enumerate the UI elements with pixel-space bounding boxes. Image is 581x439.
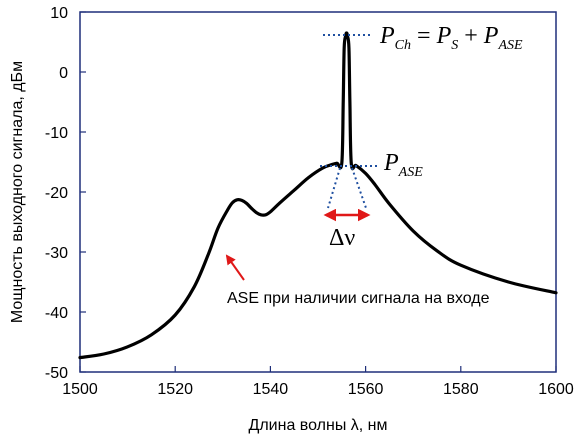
y-tick-label: 10 — [50, 5, 68, 22]
x-tick-label: 1560 — [348, 381, 384, 398]
y-tick-label: -20 — [45, 185, 68, 202]
delta-nu-label: Δν — [329, 225, 355, 251]
plot-frame — [79, 11, 557, 373]
y-tick-label: -30 — [45, 245, 68, 262]
formula-pch: PCh = PS + PASE — [379, 23, 523, 53]
bandwidth-right-dotted-line — [351, 167, 367, 209]
x-axis-title: Длина волны λ, нм — [249, 417, 388, 434]
spectrum-curve — [78, 31, 558, 360]
x-tick-label: 1540 — [253, 381, 289, 398]
x-tick-label: 1580 — [443, 381, 479, 398]
y-axis-title: Мощность выходного сигнала, дБм — [9, 61, 26, 323]
bandwidth-left-dotted-line — [327, 167, 341, 209]
pase-label: PASE — [383, 150, 423, 180]
ase-note: ASE при наличии сигнала на входе — [227, 290, 490, 307]
y-tick-label: -50 — [45, 365, 68, 382]
y-tick-label: -40 — [45, 305, 68, 322]
y-axis-ticks: 10 0 -10 -20 -30 -40 -50 — [45, 5, 86, 382]
x-axis-ticks: 1500 1520 1540 1560 1580 1600 — [62, 366, 574, 398]
y-tick-label: 0 — [59, 65, 68, 82]
x-tick-label: 1600 — [538, 381, 574, 398]
y-tick-label: -10 — [45, 125, 68, 142]
x-tick-label: 1520 — [157, 381, 193, 398]
x-tick-label: 1500 — [62, 381, 98, 398]
ase-arrow — [225, 254, 245, 281]
